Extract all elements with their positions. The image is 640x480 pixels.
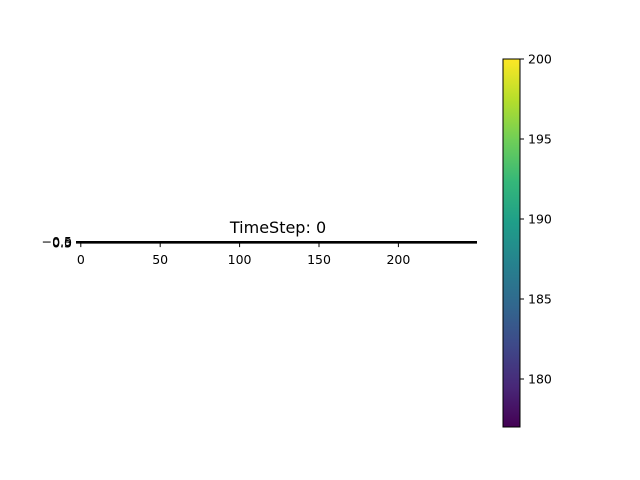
colorbar-tick-label: 195 [528,132,552,147]
colorbar-tick-label: 200 [528,52,552,67]
x-tick-group: 0 50 100 150 200 [77,243,410,267]
chart-title: TimeStep: 0 [229,218,326,237]
x-tick-label: 50 [152,252,168,267]
colorbar-tick-group: 180 185 190 195 200 [520,52,552,387]
x-tick-label: 0 [77,252,85,267]
colorbar-fill [503,59,520,427]
colorbar-tick-label: 190 [528,212,552,227]
colorbar-tick-label: 185 [528,292,552,307]
colorbar-frame [502,58,521,428]
x-tick-label: 150 [307,252,331,267]
colorbar: 180 185 190 195 200 [502,52,552,428]
y-tick-group: −0.50.00.5 [42,234,80,251]
y-tick-label: 0.5 [52,236,72,251]
heatmap-image [80,241,477,244]
x-tick-label: 100 [228,252,252,267]
y-tick-label: 0.0 [52,235,72,250]
y-tick-label: −0.5 [42,234,72,249]
colorbar-tick-label: 180 [528,372,552,387]
x-tick-label: 200 [386,252,410,267]
heatmap-axes: 0 50 100 150 200 −0.50.00.5 [42,234,477,267]
